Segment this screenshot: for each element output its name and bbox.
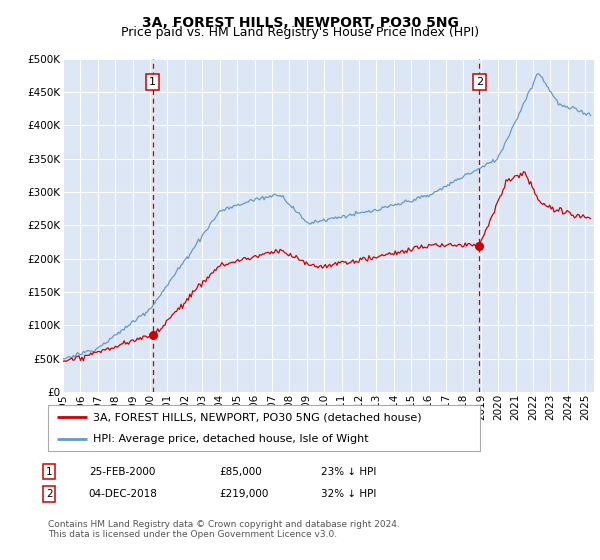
Text: HPI: Average price, detached house, Isle of Wight: HPI: Average price, detached house, Isle… [94, 435, 369, 444]
Text: 2: 2 [46, 489, 53, 499]
Text: Price paid vs. HM Land Registry's House Price Index (HPI): Price paid vs. HM Land Registry's House … [121, 26, 479, 39]
Text: 3A, FOREST HILLS, NEWPORT, PO30 5NG (detached house): 3A, FOREST HILLS, NEWPORT, PO30 5NG (det… [94, 412, 422, 422]
Text: 2: 2 [476, 77, 483, 87]
Text: Contains HM Land Registry data © Crown copyright and database right 2024.
This d: Contains HM Land Registry data © Crown c… [48, 520, 400, 539]
Text: 1: 1 [46, 466, 53, 477]
Text: £85,000: £85,000 [219, 466, 262, 477]
Text: 3A, FOREST HILLS, NEWPORT, PO30 5NG: 3A, FOREST HILLS, NEWPORT, PO30 5NG [142, 16, 458, 30]
Text: 25-FEB-2000: 25-FEB-2000 [89, 466, 155, 477]
Text: £219,000: £219,000 [219, 489, 268, 499]
FancyBboxPatch shape [48, 405, 480, 451]
Text: 23% ↓ HPI: 23% ↓ HPI [321, 466, 376, 477]
Text: 04-DEC-2018: 04-DEC-2018 [89, 489, 158, 499]
Text: 1: 1 [149, 77, 156, 87]
Text: 32% ↓ HPI: 32% ↓ HPI [321, 489, 376, 499]
